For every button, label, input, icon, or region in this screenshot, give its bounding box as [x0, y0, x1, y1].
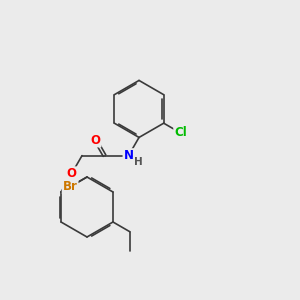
Text: Br: Br: [63, 180, 78, 193]
Text: H: H: [134, 157, 142, 167]
Text: Cl: Cl: [174, 126, 187, 140]
Text: O: O: [91, 134, 100, 146]
Text: N: N: [124, 149, 134, 162]
Text: O: O: [67, 167, 76, 180]
